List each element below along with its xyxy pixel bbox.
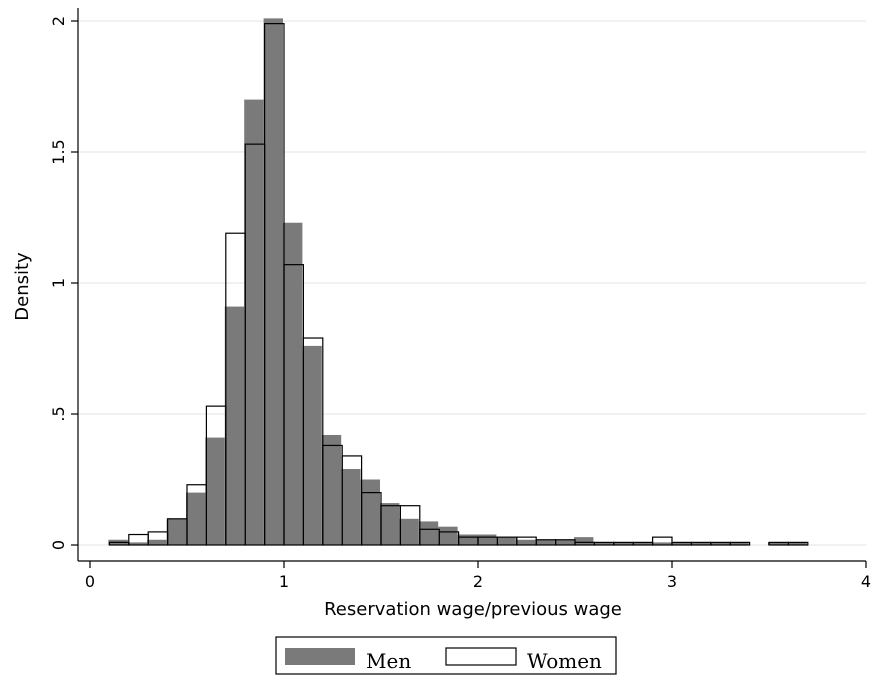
men-bar — [244, 99, 264, 545]
legend-women-swatch — [445, 647, 517, 666]
y-tick-label: 0 — [49, 540, 68, 550]
men-bar — [709, 542, 730, 545]
axes — [77, 8, 866, 562]
ticks: 0 .5 1 1.5 2 0 1 2 3 4 — [49, 16, 871, 591]
men-bar — [438, 526, 458, 545]
women-bar — [302, 337, 324, 546]
legend-women-label: Women — [527, 649, 602, 673]
men-bar — [399, 518, 419, 545]
men-bar — [147, 539, 167, 545]
women-bar — [787, 541, 809, 546]
women-bar — [399, 505, 421, 546]
y-tick-label: 1 — [49, 278, 68, 288]
men-bar — [166, 518, 186, 545]
men-bar — [302, 345, 322, 545]
men-bar — [283, 222, 303, 546]
men-bar — [593, 542, 613, 545]
men-bar — [651, 542, 671, 545]
x-tick-label: 2 — [473, 572, 483, 591]
men-bar — [787, 542, 807, 545]
men-bar — [224, 306, 245, 545]
men-bar — [127, 542, 148, 545]
men-bar — [360, 479, 380, 545]
men-bar — [632, 542, 652, 545]
men-bars — [108, 18, 807, 546]
legend-men-label: Men — [366, 649, 411, 673]
x-tick-label: 4 — [861, 572, 871, 591]
men-bar — [671, 542, 691, 545]
men-bar — [690, 542, 710, 545]
women-bars — [108, 23, 809, 546]
grid-lines — [78, 20, 866, 546]
y-tick-label: 2 — [49, 16, 68, 26]
y-axis-title: Density — [12, 252, 33, 321]
y-tick-label: 1.5 — [49, 139, 68, 164]
women-bar — [729, 541, 751, 546]
men-bar — [477, 534, 497, 545]
x-axis-title: Reservation wage/previous wage — [324, 599, 622, 620]
men-bar — [768, 542, 788, 545]
men-bar — [205, 437, 225, 545]
legend: Men Women — [275, 636, 617, 675]
men-bar — [496, 537, 516, 545]
legend-men-swatch — [285, 648, 355, 665]
y-tick-label: .5 — [49, 406, 68, 421]
men-bar — [535, 539, 555, 545]
men-bar — [612, 542, 633, 545]
men-bar — [554, 539, 574, 545]
x-tick-label: 0 — [85, 572, 95, 591]
men-bar — [341, 469, 361, 545]
men-bar — [457, 534, 477, 545]
men-bar — [321, 434, 342, 545]
women-bar — [651, 536, 673, 546]
x-tick-label: 3 — [667, 572, 677, 591]
x-tick-label: 1 — [279, 572, 289, 591]
men-bar — [380, 503, 400, 545]
men-bar — [515, 539, 536, 545]
men-bar — [574, 537, 594, 545]
men-bar — [418, 521, 439, 545]
men-bar — [729, 542, 749, 545]
men-bar — [263, 18, 283, 545]
men-bar — [186, 492, 206, 545]
